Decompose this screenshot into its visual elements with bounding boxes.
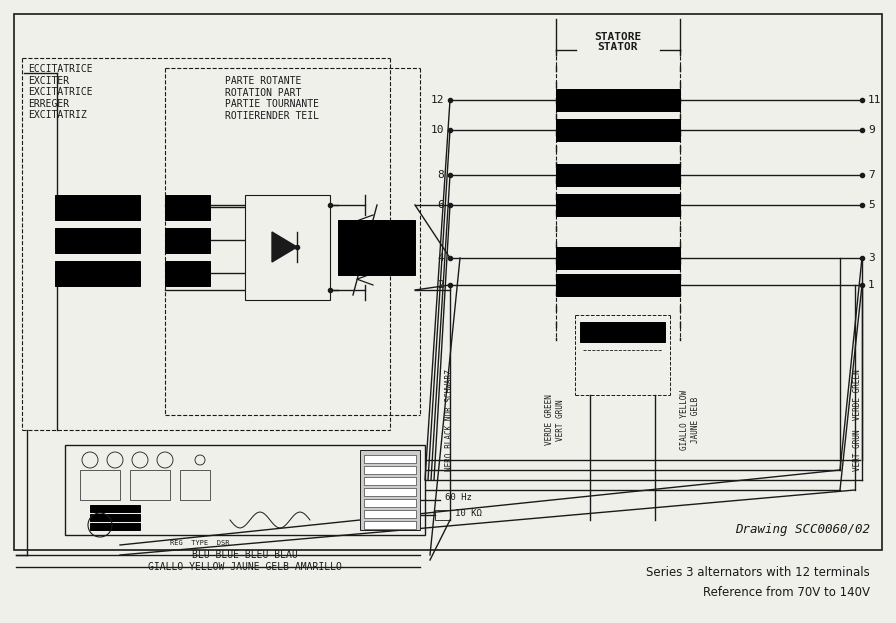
Bar — [90, 523, 140, 530]
Bar — [14, 14, 882, 550]
Bar — [55, 195, 140, 220]
Text: VERDE GREEN
VERT GRUN: VERDE GREEN VERT GRUN — [546, 394, 564, 445]
Bar — [165, 195, 210, 220]
Text: 10 KΩ: 10 KΩ — [455, 508, 482, 518]
Text: REG  TYPE  DSR: REG TYPE DSR — [170, 540, 229, 546]
Text: Series 3 alternators with 12 terminals: Series 3 alternators with 12 terminals — [646, 566, 870, 579]
Polygon shape — [272, 232, 297, 262]
Text: 1: 1 — [868, 280, 874, 290]
Text: GIALLO YELLOW
JAUNE GELB: GIALLO YELLOW JAUNE GELB — [680, 390, 700, 450]
Bar — [580, 322, 665, 342]
Bar — [364, 455, 416, 463]
Text: 7: 7 — [868, 170, 874, 180]
Text: STATORE: STATORE — [594, 32, 642, 42]
Bar — [245, 195, 330, 300]
Bar — [364, 477, 416, 485]
Bar — [364, 521, 416, 529]
Text: BLU BLUE BLEU BLAU: BLU BLUE BLEU BLAU — [192, 550, 297, 560]
Text: 12: 12 — [430, 95, 444, 105]
Bar — [165, 261, 210, 286]
Bar — [364, 510, 416, 518]
Text: PARTE ROTANTE
ROTATION PART
PARTIE TOURNANTE
ROTIERENDER TEIL: PARTE ROTANTE ROTATION PART PARTIE TOURN… — [225, 76, 319, 121]
Bar — [90, 514, 140, 521]
Text: ECCITATRICE
EXCITER
EXCITATRICE
ERREGER
EXCITATRIZ: ECCITATRICE EXCITER EXCITATRICE ERREGER … — [28, 64, 92, 120]
Bar — [364, 466, 416, 474]
Bar — [556, 274, 680, 296]
Text: 2: 2 — [437, 280, 444, 290]
Bar — [556, 194, 680, 216]
Text: 4: 4 — [437, 253, 444, 263]
Text: 3: 3 — [868, 253, 874, 263]
Text: VERT GRUN  VERDE GREEN: VERT GRUN VERDE GREEN — [854, 369, 863, 471]
Bar — [556, 164, 680, 186]
Text: 10: 10 — [430, 125, 444, 135]
Bar — [130, 470, 170, 500]
Text: NERO BLACK NOR SCHWARZ: NERO BLACK NOR SCHWARZ — [445, 369, 454, 471]
Bar — [364, 499, 416, 507]
Text: 60 Hz: 60 Hz — [445, 493, 472, 503]
Text: STATOR: STATOR — [598, 42, 638, 52]
Bar — [90, 505, 140, 512]
Text: 8: 8 — [437, 170, 444, 180]
Bar — [180, 470, 210, 500]
Text: 11: 11 — [868, 95, 882, 105]
Text: Reference from 70V to 140V: Reference from 70V to 140V — [703, 586, 870, 599]
Bar — [80, 470, 120, 500]
Bar — [55, 228, 140, 253]
Bar — [435, 510, 450, 520]
Text: Drawing SCC0060/02: Drawing SCC0060/02 — [735, 523, 870, 536]
Bar — [338, 220, 415, 275]
Bar — [556, 119, 680, 141]
Bar — [165, 228, 210, 253]
Bar — [364, 488, 416, 496]
Text: 6: 6 — [437, 200, 444, 210]
Bar — [55, 261, 140, 286]
Text: 5: 5 — [868, 200, 874, 210]
Bar — [556, 247, 680, 269]
Text: GIALLO YELLOW JAUNE GELB AMARILLO: GIALLO YELLOW JAUNE GELB AMARILLO — [148, 562, 342, 572]
Bar — [360, 450, 420, 530]
Bar — [65, 445, 425, 535]
Bar — [556, 89, 680, 111]
Text: 9: 9 — [868, 125, 874, 135]
